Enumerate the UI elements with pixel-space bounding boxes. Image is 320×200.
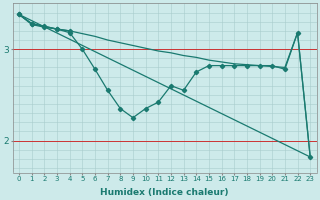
X-axis label: Humidex (Indice chaleur): Humidex (Indice chaleur) [100, 188, 229, 197]
